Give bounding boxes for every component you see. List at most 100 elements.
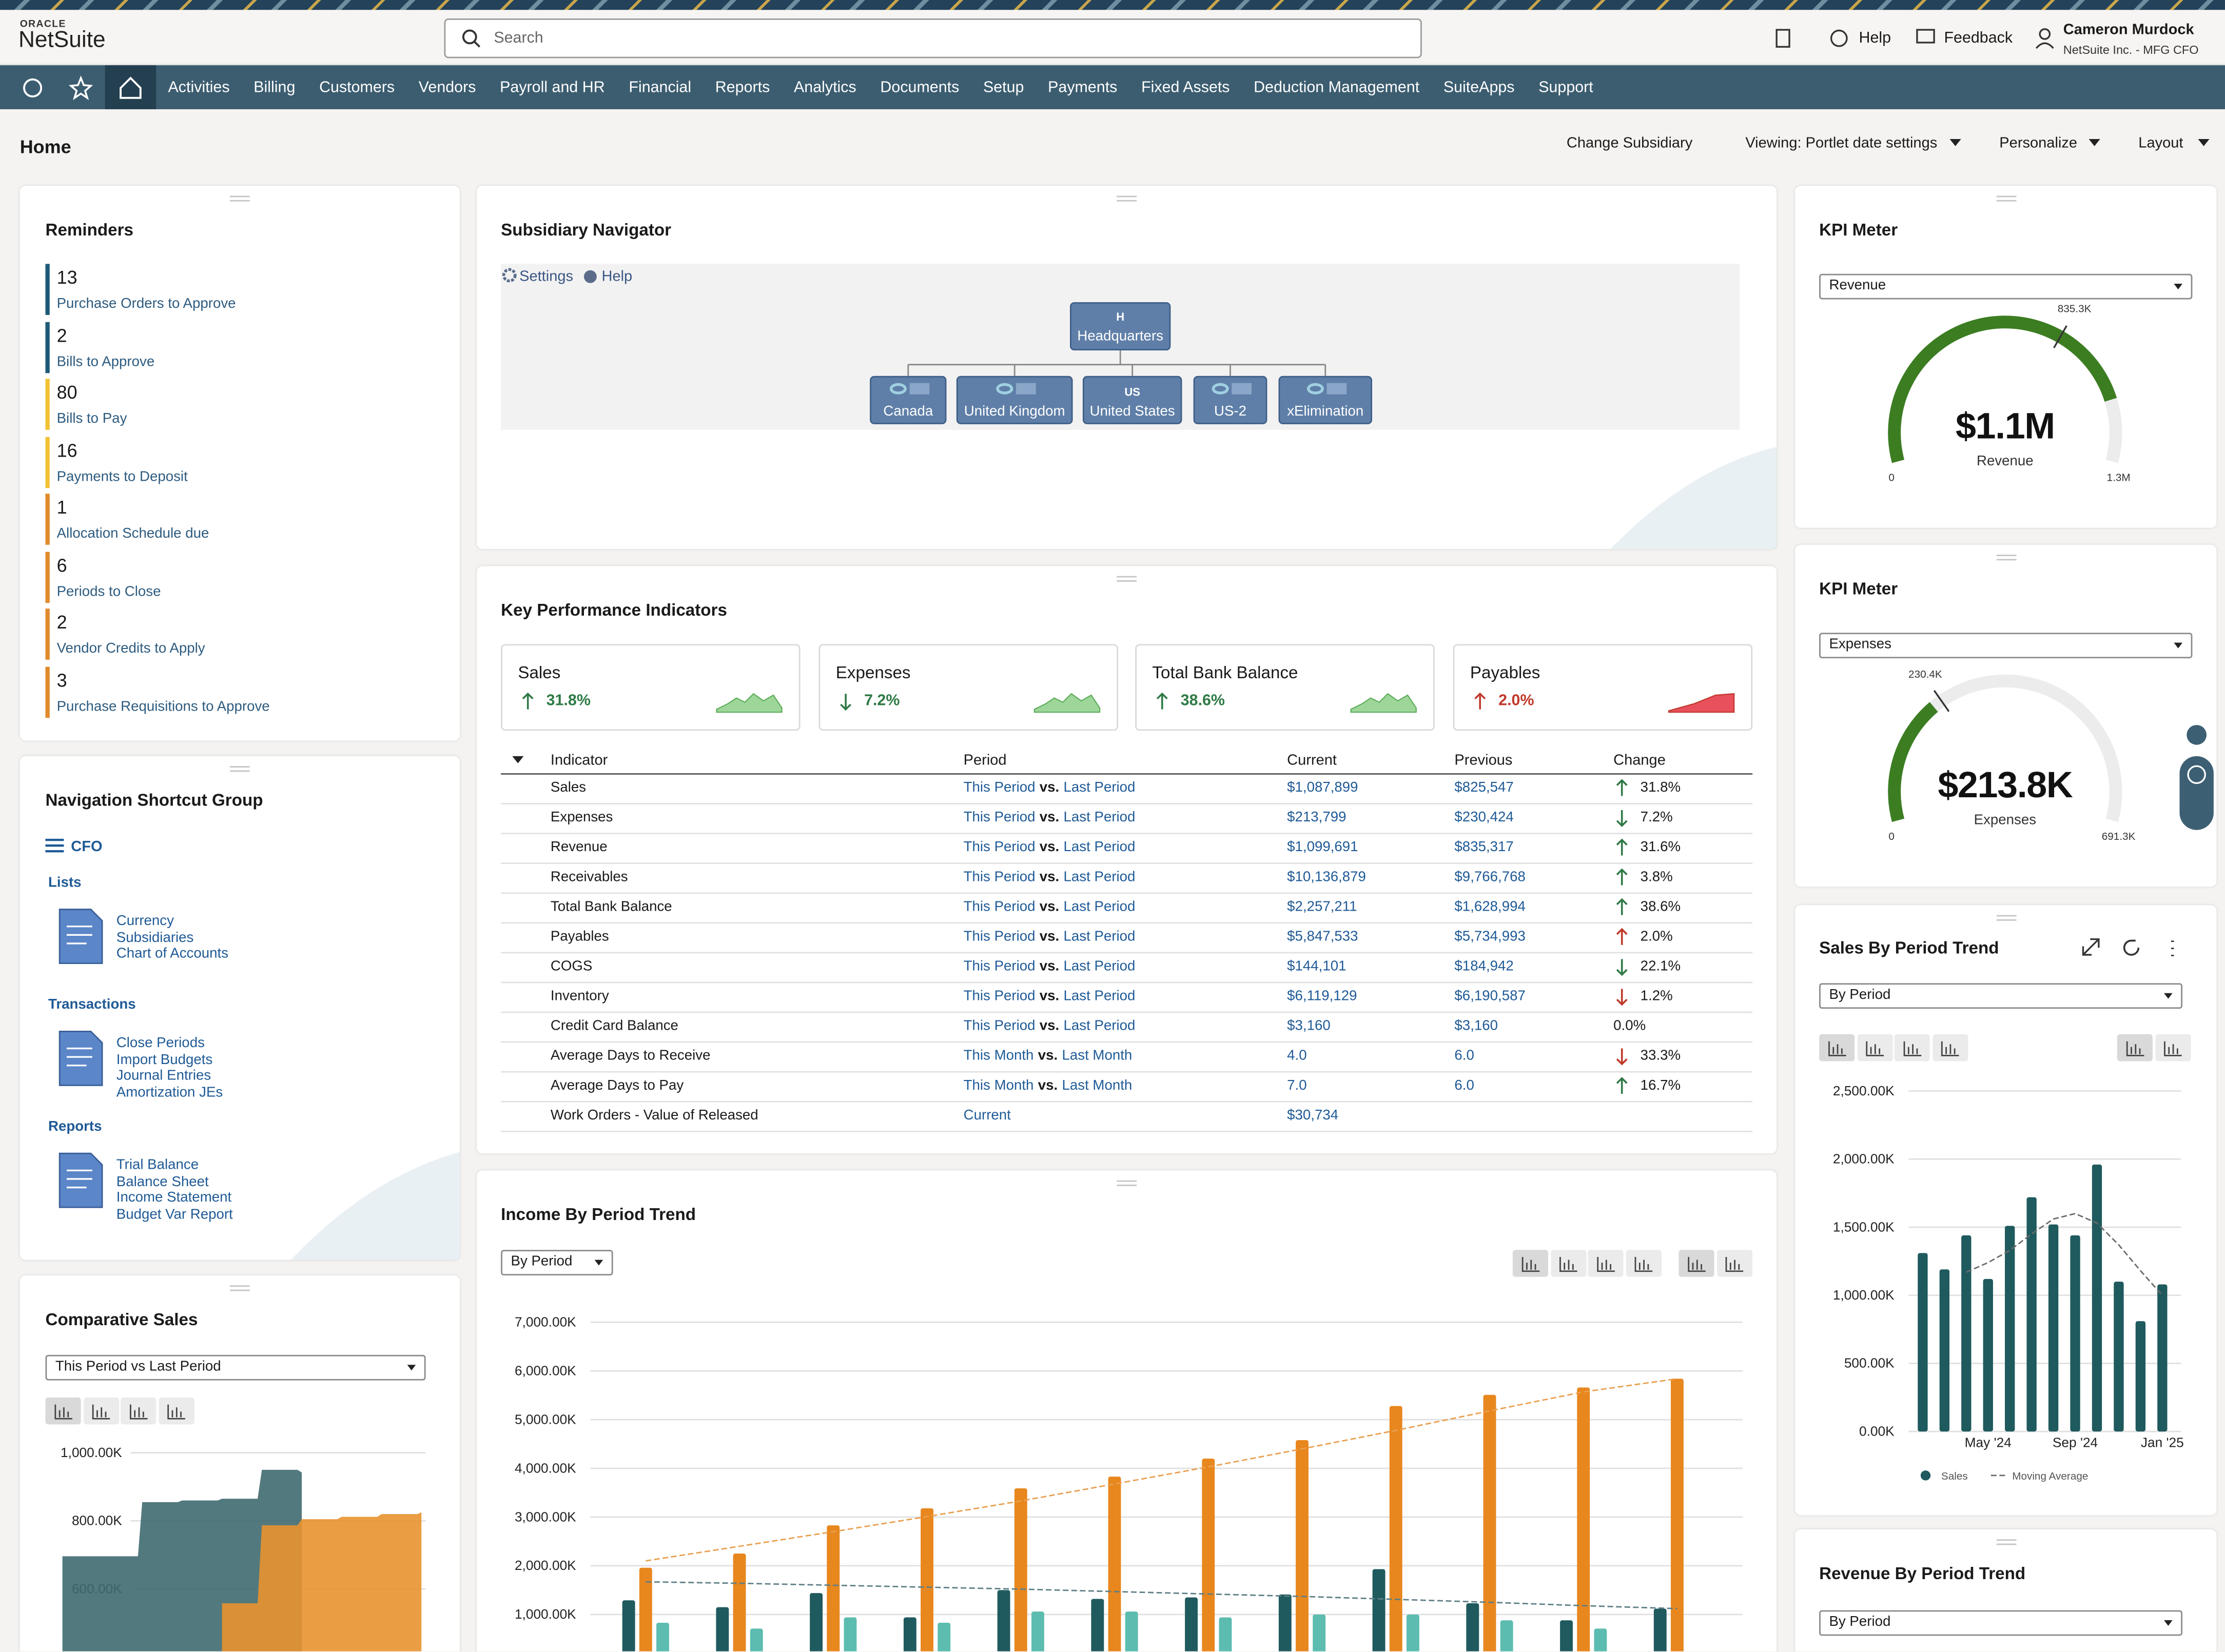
chart-type-button[interactable] — [45, 1397, 81, 1425]
feedback-link[interactable]: Feedback — [1944, 30, 2013, 47]
period-link[interactable]: This Period — [963, 840, 1036, 856]
nav-item[interactable]: Payments — [1048, 78, 1118, 96]
reminder-count[interactable]: 3 — [56, 668, 67, 691]
nav-item[interactable]: Payroll and HR — [500, 78, 605, 96]
shortcut-link[interactable]: Import Budgets — [116, 1052, 213, 1068]
shortcut-link[interactable]: Close Periods — [116, 1035, 205, 1052]
kpi-card[interactable] — [1453, 644, 1753, 731]
current-value[interactable]: $2,257,211 — [1287, 899, 1357, 915]
reminder-count[interactable]: 2 — [56, 611, 67, 633]
previous-value[interactable]: 6.0 — [1454, 1048, 1474, 1064]
period-link[interactable]: Last Period — [1063, 1018, 1136, 1034]
period-link[interactable]: This Period — [963, 870, 1036, 886]
chart-type-button[interactable] — [1678, 1250, 1714, 1277]
period-link[interactable]: Last Period — [1063, 929, 1136, 945]
user-name[interactable]: Cameron Murdock — [2063, 21, 2194, 38]
kpi-card[interactable] — [501, 644, 801, 731]
page-action[interactable]: Viewing: Portlet date settings — [1745, 134, 1938, 152]
reminder-label[interactable]: Purchase Requisitions to Approve — [56, 698, 270, 715]
previous-value[interactable]: 6.0 — [1454, 1078, 1474, 1094]
home-tab[interactable] — [105, 65, 157, 109]
current-value[interactable]: $213,799 — [1287, 810, 1346, 826]
chart-type-button[interactable] — [2117, 1034, 2153, 1061]
shortcut-link[interactable]: Trial Balance — [116, 1157, 199, 1173]
previous-value[interactable]: $5,734,993 — [1454, 929, 1526, 945]
nav-item[interactable]: Analytics — [794, 78, 856, 96]
chart-type-button[interactable] — [1819, 1034, 1855, 1061]
previous-value[interactable]: $6,190,587 — [1454, 989, 1526, 1005]
nav-item[interactable]: Deduction Management — [1254, 78, 1420, 96]
period-link[interactable]: This Period — [963, 810, 1036, 826]
current-value[interactable]: $3,160 — [1287, 1018, 1331, 1034]
chart-type-button[interactable] — [1716, 1250, 1752, 1277]
shortcut-link[interactable]: Subsidiaries — [116, 930, 194, 946]
nav-item[interactable]: Reports — [715, 78, 770, 96]
current-value[interactable]: $1,099,691 — [1287, 840, 1358, 856]
shortcut-group[interactable]: CFO — [71, 838, 103, 856]
shortcut-link[interactable]: Chart of Accounts — [116, 946, 229, 962]
current-value[interactable]: $144,101 — [1287, 959, 1346, 975]
chart-type-button[interactable] — [158, 1397, 194, 1425]
nav-item[interactable]: Billing — [253, 78, 296, 96]
chart-type-button[interactable] — [1857, 1034, 1892, 1061]
nav-item[interactable]: Vendors — [418, 78, 476, 96]
nav-item[interactable]: Setup — [983, 78, 1024, 96]
shortcut-link[interactable]: Balance Sheet — [116, 1174, 209, 1190]
current-value[interactable]: $30,734 — [1287, 1108, 1339, 1124]
previous-value[interactable]: $230,424 — [1454, 810, 1514, 826]
previous-value[interactable]: $835,317 — [1454, 840, 1514, 856]
chart-type-button[interactable] — [1625, 1250, 1661, 1277]
chart-type-button[interactable] — [1588, 1250, 1624, 1277]
period-link[interactable]: This Period — [963, 929, 1036, 945]
org-node[interactable]: Canada — [870, 376, 947, 424]
help-link[interactable]: Help — [1859, 30, 1891, 47]
previous-value[interactable]: $184,942 — [1454, 959, 1514, 975]
period-link[interactable]: This Period — [963, 959, 1036, 975]
chart-type-button[interactable] — [2155, 1034, 2191, 1061]
period-link[interactable]: Last Period — [1063, 870, 1136, 886]
nav-item[interactable]: SuiteApps — [1443, 78, 1515, 96]
current-value[interactable]: 4.0 — [1287, 1048, 1307, 1064]
org-node[interactable]: US-2 — [1193, 376, 1267, 424]
current-value[interactable]: $6,119,129 — [1287, 989, 1357, 1005]
reminder-count[interactable]: 13 — [56, 266, 77, 288]
org-node[interactable]: H Headquarters — [1070, 302, 1171, 351]
shortcut-link[interactable]: Income Statement — [116, 1190, 232, 1206]
current-value[interactable]: $5,847,533 — [1287, 929, 1358, 945]
chart-type-button[interactable] — [1550, 1250, 1586, 1277]
shortcut-link[interactable]: Currency — [116, 913, 174, 930]
dropdown[interactable]: By Period — [1819, 983, 2183, 1009]
dropdown[interactable]: Expenses — [1819, 633, 2193, 659]
previous-value[interactable]: $9,766,768 — [1454, 870, 1526, 886]
org-node[interactable]: United Kingdom — [956, 376, 1073, 424]
reminder-label[interactable]: Bills to Pay — [56, 411, 127, 427]
dropdown[interactable]: By Period — [501, 1250, 613, 1276]
org-node[interactable]: xElimination — [1278, 376, 1373, 424]
shortcut-link[interactable]: Budget Var Report — [116, 1206, 233, 1223]
kpi-card[interactable] — [818, 644, 1119, 731]
chart-type-button[interactable] — [121, 1397, 157, 1425]
shortcut-link[interactable]: Journal Entries — [116, 1068, 211, 1084]
current-value[interactable]: $1,087,899 — [1287, 780, 1358, 796]
reminder-label[interactable]: Periods to Close — [56, 583, 161, 600]
reminder-label[interactable]: Vendor Credits to Apply — [56, 641, 205, 657]
reminder-count[interactable]: 1 — [56, 496, 67, 518]
kpi-card[interactable] — [1135, 644, 1435, 731]
chart-type-button[interactable] — [1512, 1250, 1548, 1277]
shortcut-link[interactable]: Amortization JEs — [116, 1085, 223, 1100]
nav-item[interactable]: Activities — [168, 78, 230, 96]
previous-value[interactable]: $1,628,994 — [1454, 899, 1526, 915]
reminder-count[interactable]: 16 — [56, 439, 77, 461]
previous-value[interactable]: $825,547 — [1454, 780, 1514, 796]
nav-item[interactable]: Documents — [880, 78, 960, 96]
period-link[interactable]: Last Period — [1063, 959, 1136, 975]
period-link[interactable]: This Period — [963, 899, 1036, 915]
settings-link[interactable]: Settings — [519, 268, 574, 285]
period-link[interactable]: Last Month — [1062, 1048, 1133, 1064]
period-link[interactable]: Last Period — [1063, 810, 1136, 826]
period-link[interactable]: This Month — [963, 1048, 1034, 1064]
reminder-label[interactable]: Payments to Deposit — [56, 468, 188, 485]
reminder-label[interactable]: Bills to Approve — [56, 353, 155, 370]
reminder-label[interactable]: Purchase Orders to Approve — [56, 296, 236, 312]
current-value[interactable]: $10,136,879 — [1287, 870, 1366, 886]
